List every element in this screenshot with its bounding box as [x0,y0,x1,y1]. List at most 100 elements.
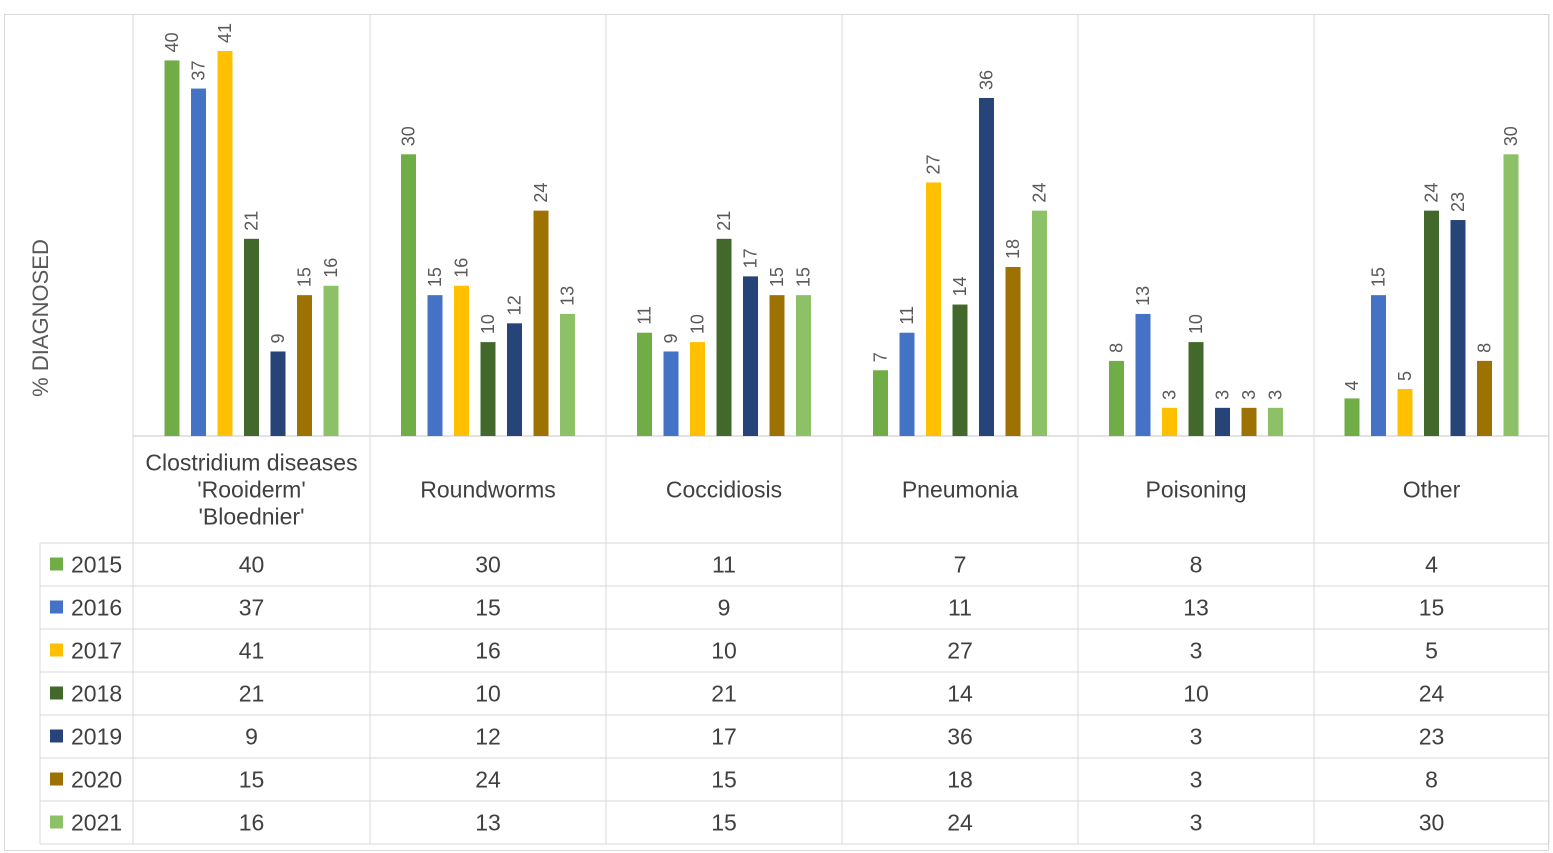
table-cell: 3 [1190,638,1203,664]
bar [1424,210,1439,436]
table-cell: 15 [1419,595,1445,621]
bar [1162,407,1177,436]
data-label: 10 [688,314,708,334]
table-cell: 13 [1183,595,1209,621]
data-label: 30 [399,126,419,146]
table-cell: 15 [475,595,501,621]
category-label: 'Rooiderm' [197,477,306,503]
bar [1241,407,1257,436]
bar [663,351,679,436]
data-label: 9 [661,333,681,343]
category-label: Pneumonia [902,477,1019,503]
legend-label: 2020 [71,767,122,793]
bar [1215,407,1230,436]
bar [1503,154,1519,437]
bar [1268,407,1283,436]
bar [1397,389,1413,436]
data-label: 12 [505,295,525,315]
bar [164,60,180,437]
table-cell: 15 [711,810,737,836]
bar [1477,360,1492,436]
bar [323,285,339,436]
bar [427,295,443,436]
data-label: 3 [1239,390,1259,400]
bar [454,285,469,436]
data-label: 14 [950,277,970,297]
bar [1032,210,1047,436]
bar [507,323,522,436]
data-label: 5 [1395,371,1415,381]
data-label: 8 [1107,343,1127,353]
table-cell: 9 [245,724,258,750]
data-label: 21 [242,211,262,231]
data-label: 21 [714,211,734,231]
legend-key [50,643,63,657]
table-cell: 24 [1419,681,1445,707]
data-label: 11 [897,306,917,325]
table-cell: 21 [711,681,737,707]
table-cell: 10 [1183,681,1209,707]
table-cell: 7 [954,552,967,578]
table-cell: 4 [1425,552,1438,578]
category-labels: Clostridium diseases'Rooiderm''Bloednier… [145,450,1460,530]
data-label: 10 [478,314,498,334]
table-cell: 3 [1190,810,1203,836]
data-label: 17 [741,248,761,268]
data-label: 24 [1422,183,1442,203]
data-label: 15 [1369,267,1389,287]
bar [1135,313,1151,436]
legend-label: 2016 [71,595,122,621]
data-label: 13 [558,286,578,306]
bar [270,351,286,436]
table-cell: 27 [947,638,973,664]
table-cell: 12 [475,724,501,750]
bar [191,88,206,436]
bar [899,332,915,436]
table-cell: 3 [1190,767,1203,793]
legend-key [50,772,63,786]
bar [952,304,968,436]
data-label: 13 [1133,286,1153,306]
bar [533,210,549,436]
legend-key [50,600,63,614]
data-label: 11 [635,306,655,325]
data-label: 27 [924,154,944,174]
table-cell: 23 [1419,724,1445,750]
table-cell: 10 [711,638,737,664]
data-label: 3 [1266,390,1286,400]
bar [401,154,416,437]
legend-label: 2019 [71,724,122,750]
data-label: 23 [1448,192,1468,212]
table-cell: 30 [475,552,501,578]
table-cell: 14 [947,681,973,707]
data-label: 24 [1030,183,1050,203]
legend-key [50,557,63,571]
bar [769,295,785,436]
data-label: 7 [871,352,891,362]
table-cell: 21 [239,681,265,707]
category-label: 'Bloednier' [199,504,305,530]
data-label: 16 [452,258,472,278]
bar [1450,220,1466,436]
legend-key [50,686,63,700]
bar [217,51,233,436]
bar [1109,360,1124,436]
bar [244,238,259,436]
bar [560,313,575,436]
category-label: Clostridium diseases [145,450,357,476]
legend-key [50,815,63,829]
table-cell: 30 [1419,810,1445,836]
category-label: Roundworms [420,477,556,503]
table-cell: 40 [239,552,265,578]
category-label: Coccidiosis [666,477,782,503]
table-cell: 13 [475,810,501,836]
legend-label: 2017 [71,638,122,664]
data-label: 41 [215,23,235,43]
bar [1371,295,1386,436]
bar [1005,266,1021,436]
table-cell: 41 [239,638,265,664]
data-label: 15 [295,267,315,287]
bar [926,182,941,436]
legend-label: 2021 [71,810,122,836]
table-cell: 36 [947,724,973,750]
